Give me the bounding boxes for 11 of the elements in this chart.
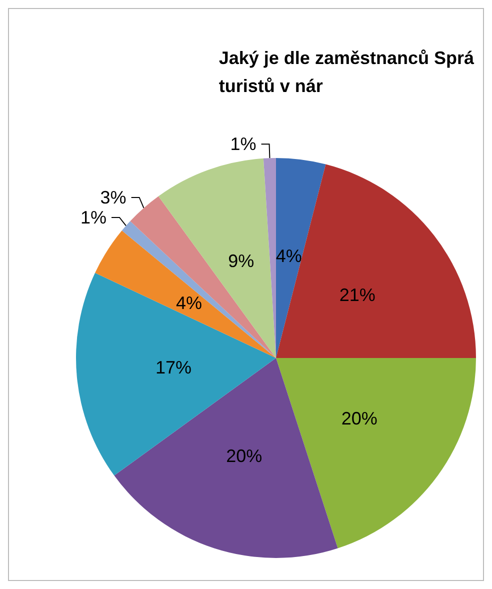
data-label: 4% <box>176 292 202 313</box>
data-label: 20% <box>341 408 378 429</box>
data-label: 21% <box>339 284 376 305</box>
data-label: 9% <box>228 251 254 272</box>
data-label: 20% <box>226 446 262 466</box>
data-label: 1% <box>80 207 106 228</box>
data-label: 17% <box>155 358 192 378</box>
data-label: 1% <box>230 134 256 154</box>
data-label: 3% <box>100 187 126 208</box>
chart-title: Jaký je dle zaměstnanců Sprá turistů v nár <box>218 48 475 96</box>
data-label: 4% <box>276 246 302 266</box>
